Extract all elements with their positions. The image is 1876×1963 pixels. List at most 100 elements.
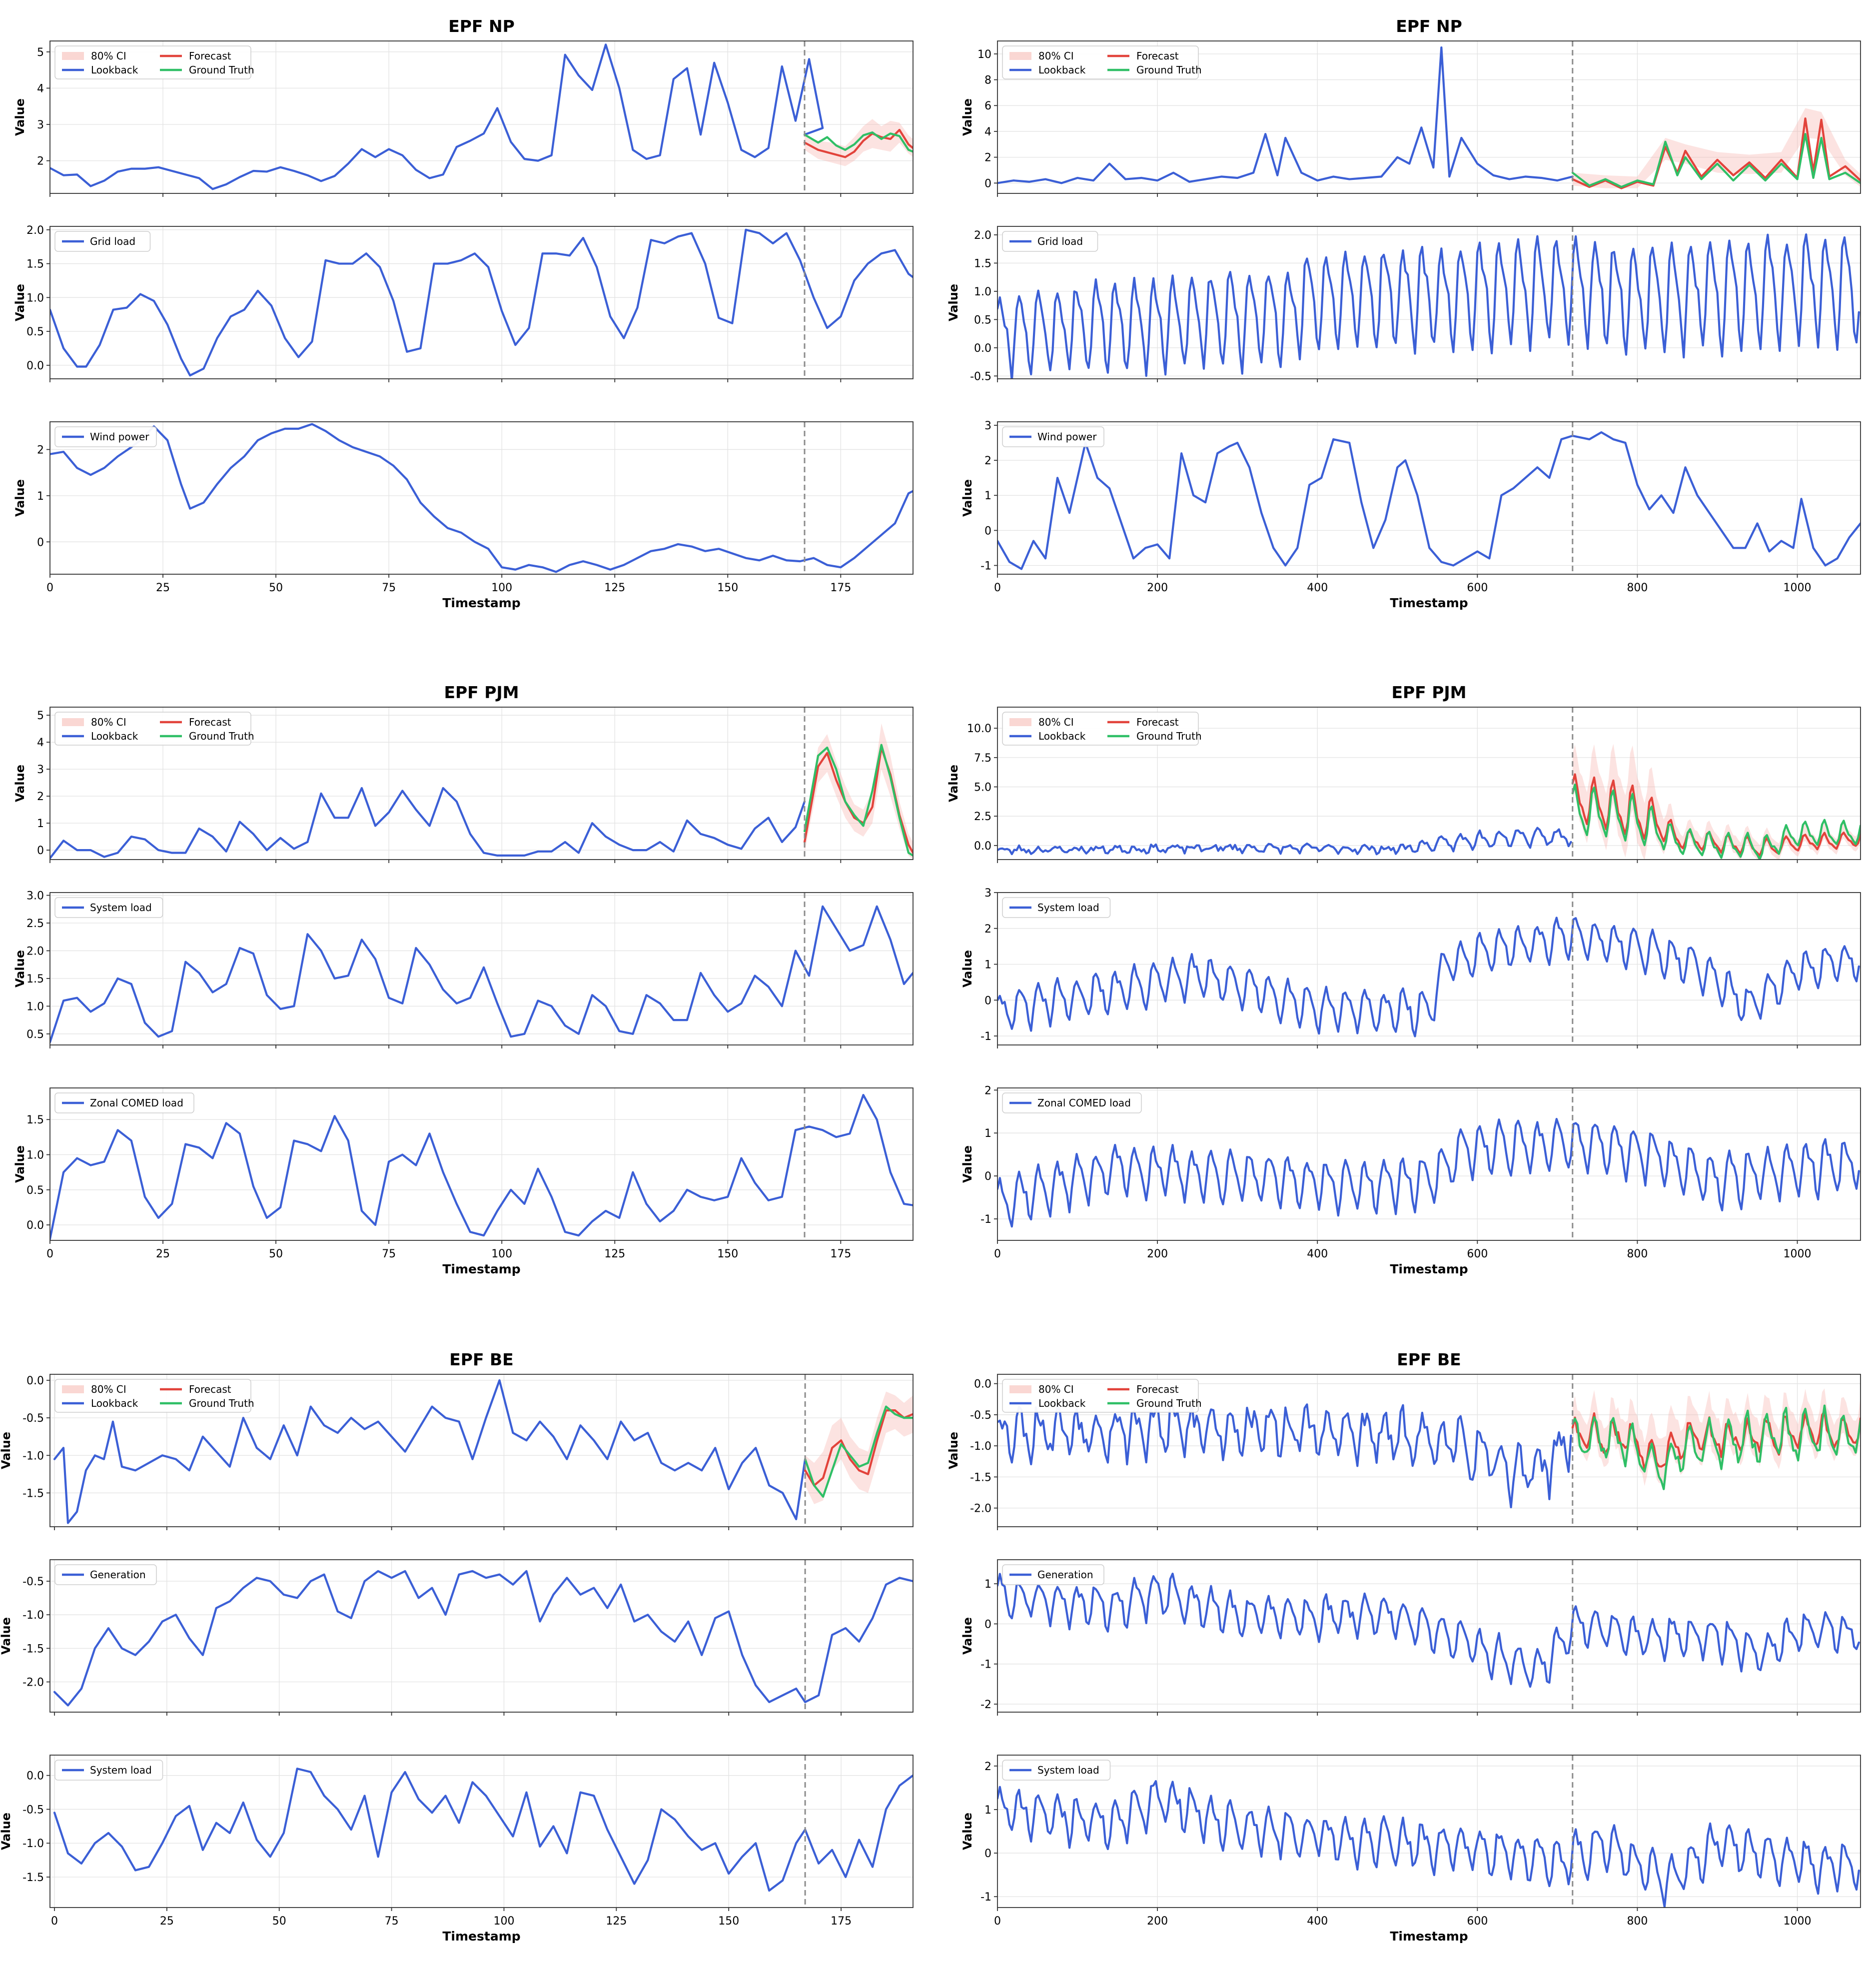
y-tick-label: 1 (984, 1127, 991, 1140)
legend-box (1002, 1379, 1199, 1413)
y-axis-label: Value (13, 284, 27, 321)
x-axis-label: Timestamp (1390, 1262, 1468, 1276)
x-tick-label: 50 (272, 1915, 286, 1928)
x-tick-label: 800 (1627, 582, 1648, 594)
x-tick-label: 1000 (1784, 1248, 1812, 1260)
legend-box (1002, 231, 1098, 252)
legend-label-series: Generation (1037, 1569, 1093, 1581)
legend-label-forecast: Forecast (1136, 1383, 1179, 1395)
y-tick-label: 3 (37, 764, 44, 776)
axes-frame (49, 1755, 914, 1908)
y-tick-label: -1.0 (22, 1450, 44, 1462)
y-tick-label: 7.5 (974, 752, 991, 765)
axes-frame (49, 707, 914, 860)
chart-panel: 0 1 2 0 25 50 75 100 125 150 175 Timestamp Value Wind… (13, 421, 914, 610)
y-axis-label: Value (960, 1617, 974, 1655)
x-tick-label: 100 (493, 1915, 514, 1928)
ci-band (1572, 1388, 1861, 1486)
legend-label-series: Zonal COMED load (90, 1097, 183, 1109)
legend: 80% CI Lookback Forecast Ground Truth (1002, 45, 1202, 79)
plot-area (997, 233, 1860, 379)
legend-label-ground_truth: Ground Truth (1136, 730, 1202, 742)
x-tick-label: 600 (1467, 1248, 1488, 1260)
plot-area (997, 1572, 1860, 1688)
legend-label-forecast: Forecast (1136, 716, 1179, 728)
y-tick-label: -1.0 (22, 1609, 44, 1622)
ground-truth-line (1571, 783, 1861, 860)
legend: Zonal COMED load (1002, 1092, 1142, 1113)
y-tick-label: 8 (984, 74, 991, 87)
legend-label-series: Grid load (1037, 235, 1083, 247)
legend-label-lookback: Lookback (91, 1397, 138, 1409)
forecast-line (1571, 117, 1861, 189)
y-tick-label: 4 (37, 82, 44, 95)
legend-label-ci: 80% CI (1038, 50, 1074, 62)
chart-title: EPF NP (1396, 16, 1462, 36)
plot-area (997, 1117, 1860, 1228)
legend: Grid load (1002, 231, 1098, 252)
axes-frame (997, 1755, 1861, 1908)
y-tick-label: -0.5 (970, 370, 991, 383)
y-tick-label: -1 (980, 1213, 991, 1226)
chart-title: EPF BE (449, 1350, 513, 1369)
axes-frame (997, 421, 1861, 575)
y-tick-label: -1 (980, 1891, 991, 1904)
legend-label-forecast: Forecast (1136, 50, 1179, 62)
legend-label-series: System load (90, 1764, 152, 1776)
y-tick-label: -2.0 (970, 1503, 991, 1515)
x-tick-label: 150 (717, 582, 738, 594)
y-tick-label: 0.0 (26, 360, 44, 372)
ci-band (805, 1391, 913, 1504)
lookback-line (997, 1780, 1860, 1908)
y-axis-label: Value (0, 1617, 13, 1655)
x-axis-label: Timestamp (1390, 1929, 1468, 1944)
axes-frame (49, 892, 914, 1045)
y-tick-label: 2.5 (26, 918, 44, 930)
ground-truth-line (1571, 133, 1861, 188)
y-tick-label: -0.5 (22, 1804, 44, 1816)
plot-area (997, 431, 1861, 570)
x-tick-label: 175 (830, 582, 851, 594)
x-tick-label: 25 (156, 1248, 170, 1260)
y-tick-label: 1.5 (974, 257, 991, 270)
y-tick-label: -0.5 (970, 1409, 991, 1422)
chart-panel: -0.5 0.0 0.5 1.0 1.5 2.0 Value Grid load (946, 226, 1861, 383)
axes-frame (997, 892, 1861, 1045)
legend-label-series: Generation (90, 1569, 146, 1581)
lookback-line (50, 905, 913, 1043)
y-axis-label: Value (946, 1432, 960, 1469)
y-tick-label: 3 (984, 887, 991, 900)
legend-label-ground_truth: Ground Truth (189, 730, 254, 742)
chart-panel: -1.5 -1.0 -0.5 0.0 Value EPF BE 80% CI Lookback… (0, 1350, 914, 1530)
axes-frame (997, 1559, 1861, 1713)
y-tick-label: -1.5 (22, 1487, 44, 1500)
lookback-line (997, 1572, 1860, 1688)
legend: System load (54, 1760, 163, 1781)
axes-frame (997, 1087, 1861, 1241)
legend-swatch-ci (62, 718, 84, 726)
x-axis-label: Timestamp (442, 1262, 520, 1276)
x-tick-label: 400 (1307, 582, 1328, 594)
y-axis-label: Value (960, 1813, 974, 1850)
plot-area (50, 423, 913, 573)
plot-area (53, 1570, 913, 1707)
legend: 80% CI Lookback Forecast Ground Truth (1002, 712, 1202, 746)
chart-panel: -1 0 1 2 0 200 400 600 800 1000 Timestamp Value Zona… (960, 1084, 1861, 1276)
legend-label-ground_truth: Ground Truth (1136, 64, 1202, 76)
chart-panel: 0.0 0.5 1.0 1.5 2.0 Value Grid load (13, 224, 914, 382)
y-axis-label: Value (13, 98, 27, 136)
legend: System load (54, 897, 163, 918)
y-tick-label: 0.5 (26, 1028, 44, 1041)
legend: System load (1002, 897, 1111, 918)
y-tick-label: 2 (37, 155, 44, 168)
y-tick-label: 0 (37, 845, 44, 857)
y-tick-label: 1 (37, 818, 44, 830)
y-tick-label: 1 (37, 490, 44, 503)
legend-label-lookback: Lookback (1038, 1397, 1086, 1409)
lookback-line (53, 1379, 807, 1524)
legend-label-series: Wind power (90, 431, 149, 443)
legend: Generation (54, 1564, 157, 1585)
x-tick-label: 1000 (1784, 582, 1812, 594)
